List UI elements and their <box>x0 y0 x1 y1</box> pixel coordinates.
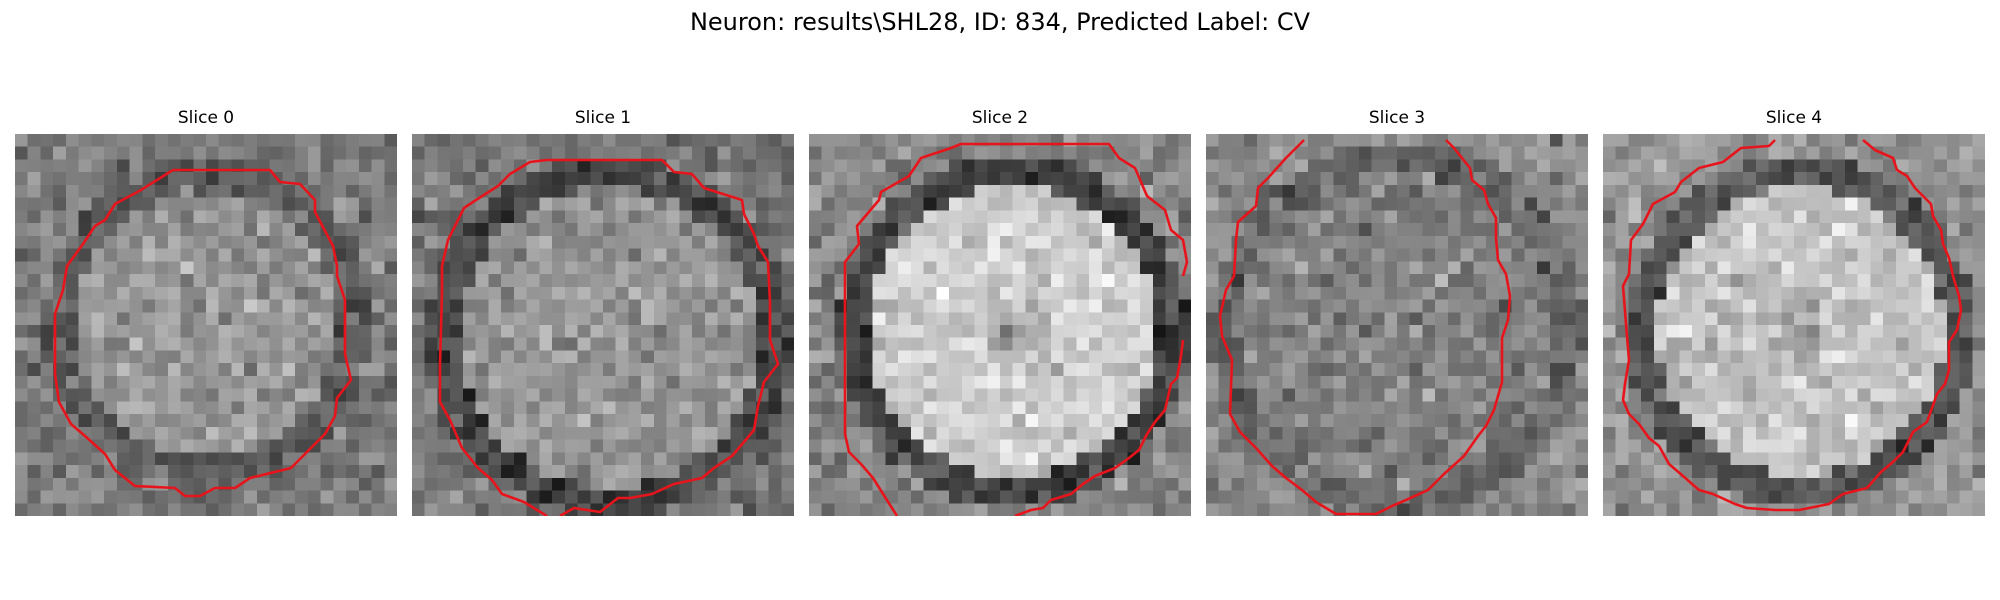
slice-panel-3: Slice 3 <box>1206 108 1588 516</box>
slice-title-0: Slice 0 <box>177 108 235 128</box>
cell-contour-2 <box>843 142 1189 516</box>
slice-title-3: Slice 3 <box>1368 108 1426 128</box>
slice-title-4: Slice 4 <box>1765 108 1823 128</box>
cell-contour-3 <box>1218 139 1512 516</box>
cell-contour-4 <box>1621 139 1963 512</box>
slice-panel-1: Slice 1 <box>412 108 794 516</box>
slice-title-1: Slice 1 <box>574 108 632 128</box>
slice-image-0 <box>15 134 397 516</box>
slice-panel-4: Slice 4 <box>1603 108 1985 516</box>
cell-contour-1 <box>438 158 780 516</box>
slice-panel-0: Slice 0 <box>15 108 397 516</box>
figure-title: Neuron: results\SHL28, ID: 834, Predicte… <box>689 8 1311 36</box>
cell-contour-0 <box>53 168 353 498</box>
slice-image-3 <box>1206 134 1588 516</box>
slice-image-2 <box>809 134 1191 516</box>
slice-title-2: Slice 2 <box>971 108 1029 128</box>
slice-panel-2: Slice 2 <box>809 108 1191 516</box>
